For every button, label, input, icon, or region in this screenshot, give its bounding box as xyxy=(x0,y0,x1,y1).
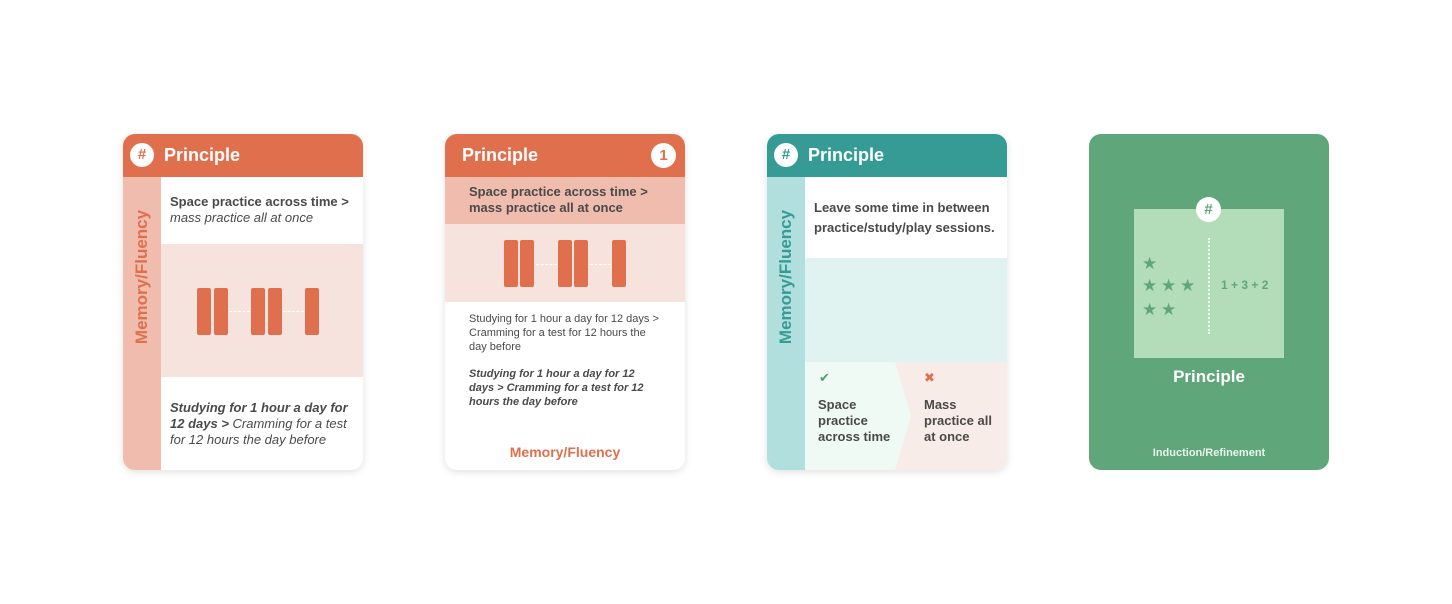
comparison-bad-panel xyxy=(895,362,1007,470)
principle-card-1[interactable]: # Principle Memory/Fluency Space practic… xyxy=(123,134,363,470)
example-text-emphasis: Studying for 1 hour a day for 12 days > … xyxy=(469,368,644,408)
side-label: Memory/Fluency xyxy=(132,209,151,345)
illustration-gap xyxy=(283,311,304,312)
illustration-gap xyxy=(590,264,611,265)
example-rest: Cramming for a test for 12 hours the day… xyxy=(170,416,347,447)
card-header: # Principle xyxy=(767,134,1007,177)
principle-statement: Leave some time in between practice/stud… xyxy=(814,200,995,235)
illustration-bar xyxy=(268,288,282,335)
card-header-title: Principle xyxy=(164,145,241,165)
illustration-bar xyxy=(214,288,228,335)
principle-statement: Space practice across time > mass practi… xyxy=(170,194,360,226)
star-icon: ★ xyxy=(1161,276,1177,295)
principle-band: Space practice across time > mass practi… xyxy=(445,177,685,224)
side-label: Memory/Fluency xyxy=(776,209,795,345)
card-header-title: Principle xyxy=(462,145,539,165)
category-footer: Memory/Fluency xyxy=(509,444,621,460)
illustration-bar xyxy=(558,240,572,287)
sum-equation: 1 + 3 + 2 xyxy=(1221,278,1269,292)
illustration-bar xyxy=(305,288,319,335)
statement-bold: Space practice across time > xyxy=(170,194,349,209)
example-bold: Studying for 1 hour a day for 12 days > xyxy=(170,400,348,431)
check-icon: ✔ xyxy=(819,370,830,385)
spacing-illustration xyxy=(445,224,685,302)
cross-icon: ✖ xyxy=(924,370,935,385)
card-header-title: Principle xyxy=(808,145,885,165)
comparison-good-panel xyxy=(805,362,895,470)
principle-statement: Space practice across time > mass practi… xyxy=(469,184,648,215)
star-icon: ★ xyxy=(1142,300,1158,319)
card-header: Principle 1 xyxy=(445,134,685,177)
principle-card-2[interactable]: Principle 1 Space practice across time >… xyxy=(445,134,685,470)
comparison-arrow xyxy=(895,362,911,470)
hash-badge: # xyxy=(1196,197,1221,222)
illustration-bar xyxy=(504,240,518,287)
side-strip: Memory/Fluency xyxy=(123,177,161,470)
hash-badge: # xyxy=(130,143,154,167)
illustration-bar xyxy=(612,240,626,287)
illustration-gap xyxy=(229,311,250,312)
star-icon: ★ xyxy=(1180,276,1196,295)
illustration-bar xyxy=(251,288,265,335)
card-back-title: Principle xyxy=(1173,367,1245,386)
number-badge: 1 xyxy=(651,143,676,168)
illustration-gap xyxy=(536,264,557,265)
illustration-bar xyxy=(520,240,534,287)
principle-card-back[interactable]: # ★ ★ ★ ★ ★ ★ 1 + 3 + 2 Principle Induct… xyxy=(1089,134,1329,470)
principle-card-3[interactable]: # Principle Memory/Fluency Leave some ti… xyxy=(767,134,1007,470)
star-icon: ★ xyxy=(1142,276,1158,295)
illustration-bar xyxy=(197,288,211,335)
example-text: Studying for 1 hour a day for 12 days > … xyxy=(170,400,360,448)
hash-badge: # xyxy=(774,143,798,167)
statement-rest: mass practice all at once xyxy=(170,210,314,225)
star-icon: ★ xyxy=(1161,300,1177,319)
spacing-illustration xyxy=(161,244,363,377)
card-header: # Principle xyxy=(123,134,363,177)
side-strip: Memory/Fluency xyxy=(767,177,805,470)
good-practice-text: Space practice across time xyxy=(818,397,891,444)
divider-line xyxy=(1208,238,1210,334)
bad-practice-text: Mass practice all at once xyxy=(924,397,992,444)
star-icon: ★ xyxy=(1142,254,1158,273)
illustration-bar xyxy=(574,240,588,287)
example-text: Studying for 1 hour a day for 12 days > … xyxy=(469,313,659,353)
illustration-area xyxy=(805,258,1007,362)
category-footer: Induction/Refinement xyxy=(1152,447,1266,459)
